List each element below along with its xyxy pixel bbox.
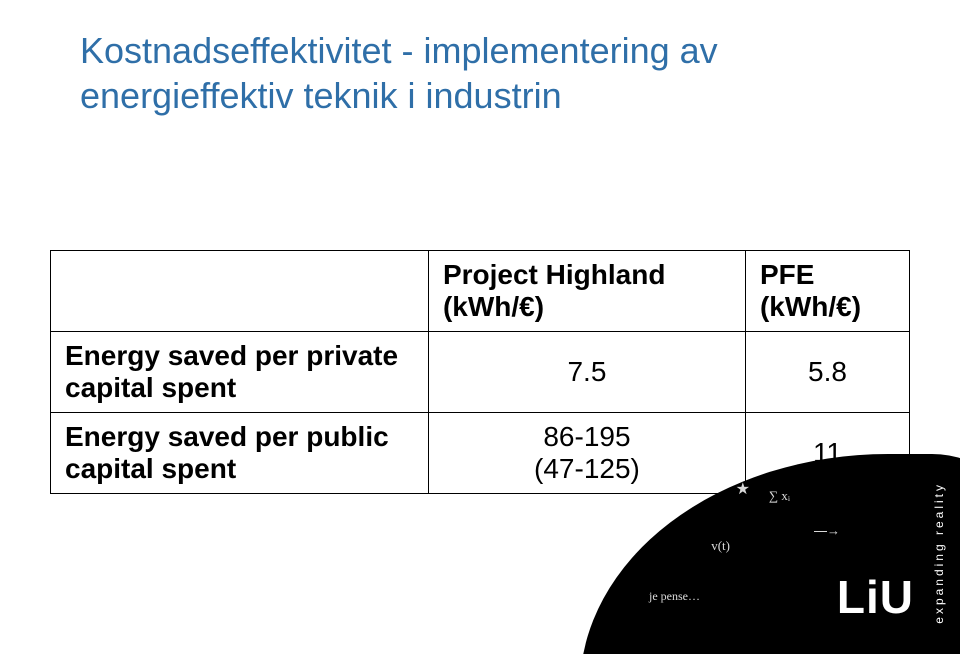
col-header-highland: Project Highland (kWh/€) bbox=[428, 251, 745, 332]
scribble-icon: ⎯⎯→ bbox=[814, 523, 840, 539]
scribble-icon: je pense… bbox=[649, 589, 700, 604]
table-row: Energy saved per public capital spent 86… bbox=[51, 413, 910, 494]
slide-title: Kostnadseffektivitet - implementering av… bbox=[0, 0, 960, 118]
col-header-pfe: PFE (kWh/€) bbox=[745, 251, 909, 332]
header-empty-cell bbox=[51, 251, 429, 332]
row-label-private: Energy saved per private capital spent bbox=[51, 332, 429, 413]
data-table-container: Project Highland (kWh/€) PFE (kWh/€) Ene… bbox=[50, 250, 910, 494]
cell-public-pfe: 11 bbox=[745, 413, 909, 494]
scribble-icon: v(t) bbox=[711, 538, 730, 554]
title-line-2: energieffektiv teknik i industrin bbox=[80, 75, 562, 116]
table-row: Energy saved per private capital spent 7… bbox=[51, 332, 910, 413]
cell-private-pfe: 5.8 bbox=[745, 332, 909, 413]
tagline: expanding reality bbox=[932, 482, 946, 624]
liu-logo: LiU bbox=[837, 570, 914, 624]
data-table: Project Highland (kWh/€) PFE (kWh/€) Ene… bbox=[50, 250, 910, 494]
scribble-icon: t = ? bbox=[637, 508, 660, 524]
cell-public-highland: 86-195 (47-125) bbox=[428, 413, 745, 494]
row-label-public: Energy saved per public capital spent bbox=[51, 413, 429, 494]
table-header-row: Project Highland (kWh/€) PFE (kWh/€) bbox=[51, 251, 910, 332]
cell-private-highland: 7.5 bbox=[428, 332, 745, 413]
title-line-1: Kostnadseffektivitet - implementering av bbox=[80, 30, 718, 71]
